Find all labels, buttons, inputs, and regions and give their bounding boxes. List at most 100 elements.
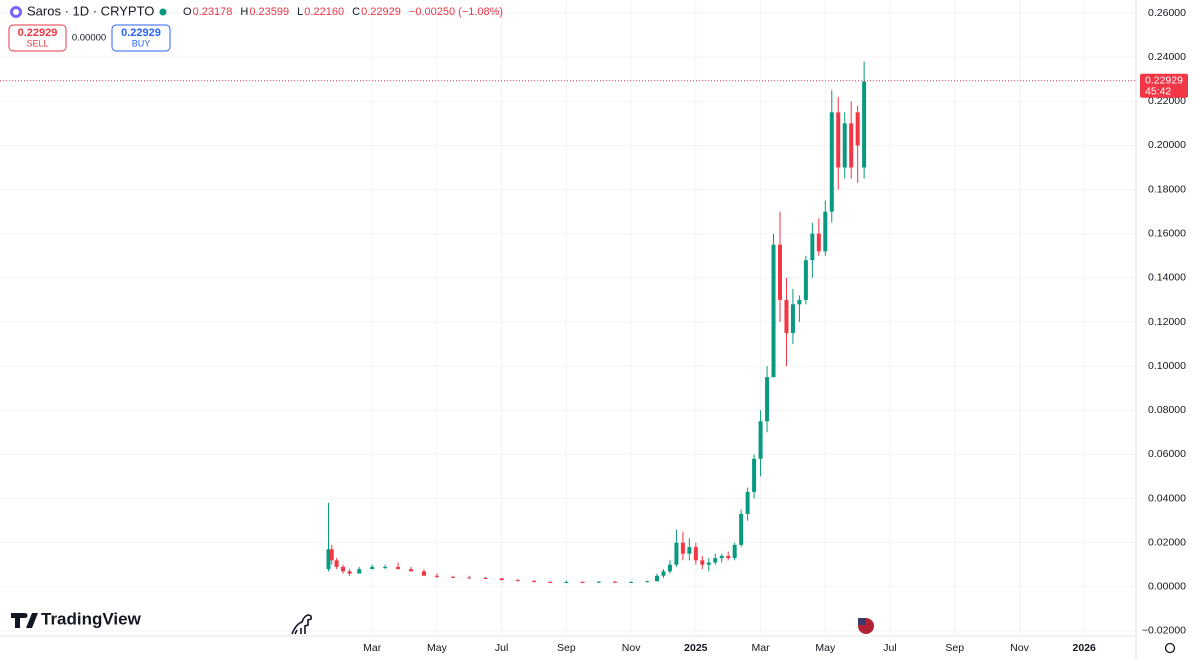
y-tick-label: 0.16000 [1148, 227, 1186, 239]
settings-icon[interactable] [1164, 642, 1176, 654]
candle-body [347, 571, 352, 574]
candle-body [784, 299, 789, 334]
candle-body [548, 581, 553, 583]
y-tick-label: 0.02000 [1148, 536, 1186, 548]
candle-body [370, 566, 375, 570]
y-tick-label: 0.06000 [1148, 448, 1186, 460]
high-label: H [240, 6, 248, 18]
buy-label: BUY [132, 38, 151, 48]
candle-body [836, 112, 841, 168]
x-tick-label: Jul [883, 642, 896, 654]
candle-body [329, 549, 334, 561]
sell-button[interactable] [8, 24, 67, 52]
logo-text: TradingView [41, 609, 142, 628]
candle-body [771, 244, 776, 378]
candle-body [706, 562, 711, 565]
candle-body [334, 560, 339, 567]
x-tick-label: 2025 [684, 642, 708, 654]
y-tick-label: 0.12000 [1148, 316, 1186, 328]
candle-body [823, 211, 828, 252]
candle-body [564, 581, 569, 583]
candle-body [752, 458, 757, 492]
symbol-title[interactable]: Saros · 1D · CRYPTO [27, 3, 154, 18]
candle-body [383, 566, 388, 568]
candle-body [816, 233, 821, 252]
candle-body [667, 564, 672, 572]
candle-body [842, 123, 847, 168]
candle-body [499, 578, 504, 581]
x-tick-label: Mar [363, 642, 382, 654]
candle-body [409, 569, 414, 572]
candle-body [810, 233, 815, 261]
countdown: 45:42 [1145, 86, 1171, 98]
last-price-label: 0.22929 [1145, 75, 1183, 87]
y-tick-label: 0.14000 [1148, 272, 1186, 284]
candle-body [341, 566, 346, 572]
x-tick-label: Nov [622, 642, 641, 654]
high-value: 0.23599 [249, 6, 289, 18]
buy-price: 0.22929 [121, 27, 161, 39]
candle-body [421, 571, 426, 576]
candle-body [855, 112, 860, 146]
spread: 0.00000 [72, 33, 106, 44]
candle-body [655, 575, 660, 582]
change: −0.00250 (−1.08%) [409, 6, 503, 18]
grid [0, 0, 1136, 636]
candle-body [777, 244, 782, 300]
close-label: C [352, 6, 360, 18]
candle-body [713, 558, 718, 563]
x-tick-label: Sep [557, 642, 576, 654]
x-tick-label: May [815, 642, 836, 654]
low-label: L [297, 6, 303, 18]
y-tick-label: 0.08000 [1148, 404, 1186, 416]
x-tick-label: May [427, 642, 448, 654]
y-tick-label: 0.26000 [1148, 7, 1186, 19]
x-tick-label: Mar [752, 642, 771, 654]
status-dot [159, 8, 167, 16]
x-tick-label: 2026 [1073, 642, 1097, 654]
candle-body [687, 547, 692, 554]
y-tick-label: 0.24000 [1148, 51, 1186, 63]
x-tick-label: Nov [1010, 642, 1029, 654]
candle-body [434, 575, 439, 577]
candle-body [596, 581, 601, 583]
candle-body [326, 549, 331, 570]
candle-body [515, 580, 520, 582]
symbol-icon-inner [13, 9, 19, 15]
y-tick-label: 0.04000 [1148, 492, 1186, 504]
event-flag-canton [858, 618, 866, 625]
y-tick-label: 0.20000 [1148, 139, 1186, 151]
logo-mark [11, 613, 38, 628]
y-tick-label: 0.10000 [1148, 360, 1186, 372]
ohlc: O0.23178 H0.23599 L0.22160 C0.22929 −0.0… [183, 6, 503, 18]
low-value: 0.22160 [304, 6, 344, 18]
candle-body [693, 547, 698, 561]
candle-body [680, 542, 685, 554]
open-value: 0.23178 [193, 6, 233, 18]
candle-body [661, 571, 666, 576]
y-tick-label: 0.22000 [1148, 95, 1186, 107]
dino-icon[interactable] [291, 614, 312, 635]
sell-label: SELL [26, 38, 48, 48]
sell-price: 0.22929 [18, 27, 58, 39]
candle-body [396, 566, 401, 570]
candle-body [765, 377, 770, 422]
candle-body [829, 112, 834, 212]
candle-body [467, 577, 472, 579]
buy-button[interactable] [111, 24, 171, 52]
x-tick-label: Sep [945, 642, 964, 654]
candle-body [674, 542, 679, 565]
candle-body [532, 580, 537, 582]
candle-body [739, 513, 744, 545]
close-value: 0.22929 [361, 6, 401, 18]
candle-body [797, 299, 802, 305]
y-tick-label: 0.18000 [1148, 183, 1186, 195]
candle-body [357, 569, 362, 574]
candle-body [612, 581, 617, 583]
candle-body [790, 304, 795, 334]
candle-body [483, 577, 488, 579]
candle-body [726, 555, 731, 559]
candle-body [803, 260, 808, 300]
